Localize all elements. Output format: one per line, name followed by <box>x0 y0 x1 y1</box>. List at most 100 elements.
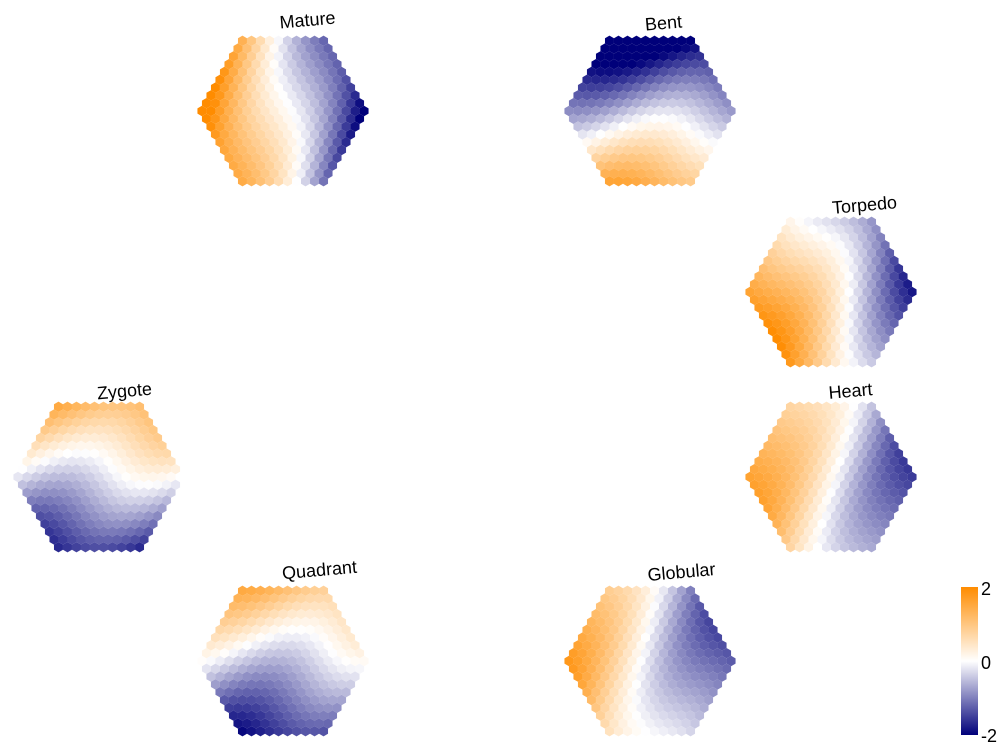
hex-cell <box>880 487 890 498</box>
hex-cell <box>690 671 700 682</box>
hex-cell <box>785 294 795 305</box>
hex-cell <box>292 585 302 596</box>
hex-cell <box>826 318 836 329</box>
hex-cell <box>573 105 583 117</box>
hex-cell <box>803 232 813 243</box>
hex-cell <box>840 310 850 321</box>
hex-cell <box>871 302 881 313</box>
hex-cell <box>269 624 279 635</box>
hex-cell <box>794 310 804 321</box>
hex-cell <box>785 247 795 259</box>
hex-cell <box>812 294 822 305</box>
hex-cell <box>853 255 863 266</box>
hex-cell <box>613 160 623 171</box>
hex-cell <box>668 160 678 171</box>
hex-cell <box>31 440 41 451</box>
hex-cell <box>844 409 854 420</box>
hex-cell <box>237 66 247 78</box>
hex-cell <box>767 247 777 259</box>
hex-cell <box>242 655 252 667</box>
hex-cell <box>659 616 669 628</box>
hex-cell <box>287 609 297 620</box>
hex-cell <box>835 471 845 483</box>
hex-cell <box>228 694 238 706</box>
hex-cell <box>853 440 863 451</box>
hex-cell <box>278 74 288 85</box>
hex-cell <box>67 440 77 451</box>
hex-cell <box>803 325 813 337</box>
hex-cell <box>871 518 881 529</box>
hex-cell <box>785 510 795 522</box>
hex-cell <box>310 648 320 659</box>
hex-cell <box>595 144 605 156</box>
hex-cell <box>609 609 619 620</box>
hex-cell <box>636 105 646 117</box>
hex-cell <box>604 160 614 171</box>
hex-cell <box>831 294 841 305</box>
hex-cell <box>622 585 632 596</box>
hex-cell <box>577 113 587 124</box>
hex-cell <box>668 710 678 721</box>
hex-cell <box>62 542 72 553</box>
hex-cell <box>573 655 583 667</box>
hex-cell <box>301 113 311 124</box>
hex-cell <box>677 82 687 93</box>
hex-cell <box>636 718 646 729</box>
hex-cell <box>591 640 601 651</box>
hex-cell <box>894 448 904 459</box>
hex-cell <box>228 129 238 140</box>
hex-cell <box>233 59 243 70</box>
hex-cell <box>636 687 646 698</box>
hex-cell <box>672 121 682 132</box>
hex-cell <box>135 542 145 553</box>
hex-cell <box>821 448 831 459</box>
hex-cell <box>668 616 678 628</box>
hex-cell <box>328 129 338 140</box>
hex-cell <box>695 632 705 643</box>
hex-cell <box>233 137 243 148</box>
hex-cell <box>781 349 791 360</box>
hex-cell <box>672 718 682 729</box>
panel-heart-title: Heart <box>828 379 874 403</box>
hex-cell <box>776 294 786 305</box>
hex-cell <box>328 710 338 721</box>
hex-cell <box>89 542 99 553</box>
hex-cell <box>44 479 54 490</box>
hex-cell <box>112 440 122 451</box>
hex-cell <box>310 98 320 109</box>
hex-cell <box>627 718 637 729</box>
hex-cell <box>292 679 302 690</box>
hex-cell <box>853 409 863 420</box>
hex-cell <box>126 479 136 490</box>
hex-cell <box>867 279 877 290</box>
hex-cell <box>301 679 311 690</box>
hex-cell <box>269 687 279 698</box>
hex-cell <box>296 671 306 682</box>
hex-cell <box>640 129 650 140</box>
hex-cell <box>645 718 655 729</box>
hex-cell <box>717 640 727 651</box>
hex-cell <box>862 456 872 467</box>
hex-cell <box>686 82 696 93</box>
hex-cell <box>885 432 895 444</box>
hex-cell <box>627 609 637 620</box>
hex-cell <box>677 144 687 156</box>
hex-cell <box>722 663 732 674</box>
hex-cell <box>600 655 610 667</box>
hex-cell <box>310 144 320 156</box>
hex-cell <box>255 679 265 690</box>
hex-cell <box>803 464 813 475</box>
hex-cell <box>876 263 886 274</box>
hex-cell <box>292 113 302 124</box>
hex-cell <box>117 448 127 459</box>
hex-cell <box>260 687 270 698</box>
hex-cell <box>237 679 247 690</box>
hex-cell <box>328 632 338 643</box>
hex-cell <box>314 168 324 179</box>
hex-cell <box>858 325 868 337</box>
hex-cell <box>292 601 302 612</box>
hex-cell <box>821 247 831 259</box>
hex-cell <box>219 616 229 628</box>
hex-cell <box>627 702 637 713</box>
hex-cell <box>287 74 297 85</box>
